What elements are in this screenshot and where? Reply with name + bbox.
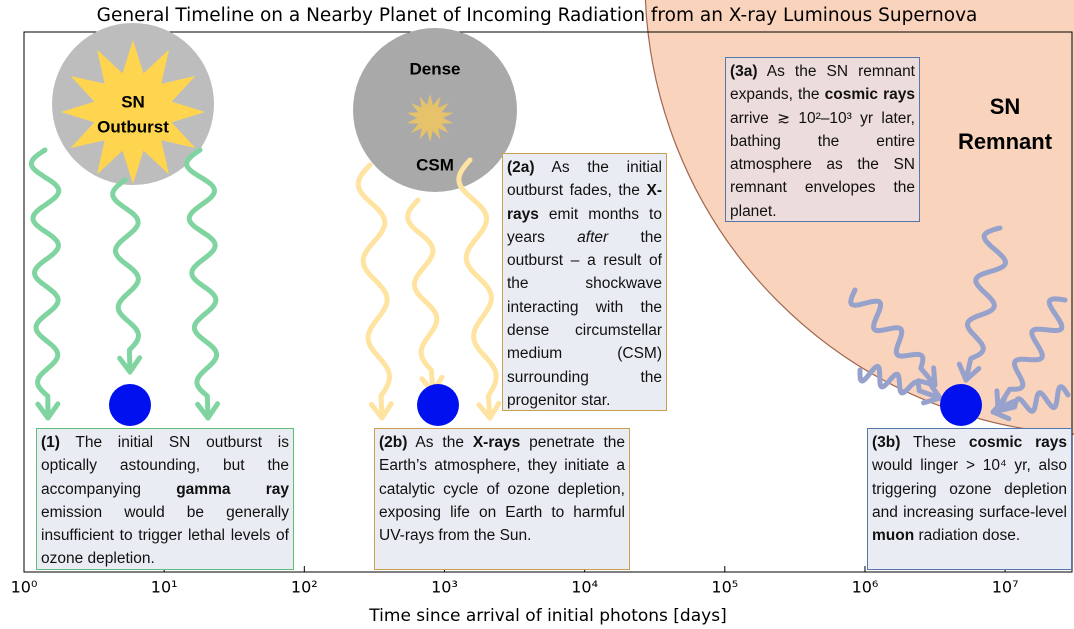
figure: SN Outburst Dense CSM SN Remnant General… — [0, 0, 1074, 629]
text-box: (2b) As the X-rays penetrate the Earth’s… — [374, 428, 630, 570]
icon-label: SN — [990, 94, 1021, 119]
wave-arrow — [31, 150, 58, 418]
text-run: (3b) — [872, 434, 900, 451]
text-run: (3a) — [730, 63, 758, 80]
x-tick-label: 10⁷ — [992, 578, 1019, 597]
text-run: after — [577, 229, 608, 246]
text-run: These — [900, 434, 968, 451]
planet — [417, 384, 459, 426]
chart-title: General Timeline on a Nearby Planet of I… — [97, 5, 978, 26]
x-tick-label: 10² — [291, 578, 318, 597]
text-run: (1) — [41, 434, 60, 451]
wave-arrow — [408, 200, 437, 392]
text-run: would linger > 10⁴ yr, also triggering o… — [872, 457, 1067, 521]
icon-label: Outburst — [97, 117, 169, 136]
text-run: the outburst – a result of the shockwave… — [507, 229, 662, 409]
x-tick-label: 10⁴ — [571, 578, 598, 597]
x-tick-label: 10⁰ — [11, 578, 38, 597]
wave-arrow — [187, 150, 217, 418]
x-axis-label: Time since arrival of initial photons [d… — [368, 606, 726, 626]
text-box: (3a) As the SN remnant expands, the cosm… — [725, 57, 920, 222]
text-run: cosmic rays — [825, 86, 915, 103]
icon-label: CSM — [416, 155, 454, 174]
text-box: (3b) These cosmic rays would linger > 10… — [867, 428, 1072, 570]
wave-arrow — [358, 165, 389, 418]
x-tick-label: 10³ — [431, 578, 458, 597]
x-tick-label: 10⁶ — [852, 578, 879, 597]
x-tick-label: 10⁵ — [711, 578, 738, 597]
text-run: (2a) — [507, 159, 535, 176]
text-box: (2a) As the initial outburst fades, the … — [502, 153, 667, 411]
text-run: As the — [407, 434, 472, 451]
text-run: emission would be generally insufficient… — [41, 504, 289, 568]
icon-label: Remnant — [958, 129, 1053, 154]
text-run: muon — [872, 527, 914, 544]
text-run: arrive ≳ 10²–10³ yr later, bathing the e… — [730, 110, 915, 220]
wave-arrow — [113, 180, 139, 372]
text-box: (1) The initial SN outburst is optically… — [36, 428, 294, 570]
wave-arrow — [459, 160, 496, 418]
planet — [109, 384, 151, 426]
text-run: cosmic rays — [969, 434, 1067, 451]
text-run: (2b) — [379, 434, 407, 451]
text-run: gamma ray — [176, 481, 289, 498]
planet — [940, 384, 982, 426]
x-tick-label: 10¹ — [151, 578, 178, 597]
icon-label: Dense — [409, 59, 460, 78]
text-run: X-rays — [473, 434, 520, 451]
text-run: radiation dose. — [914, 527, 1020, 544]
icon-label: SN — [121, 92, 145, 111]
